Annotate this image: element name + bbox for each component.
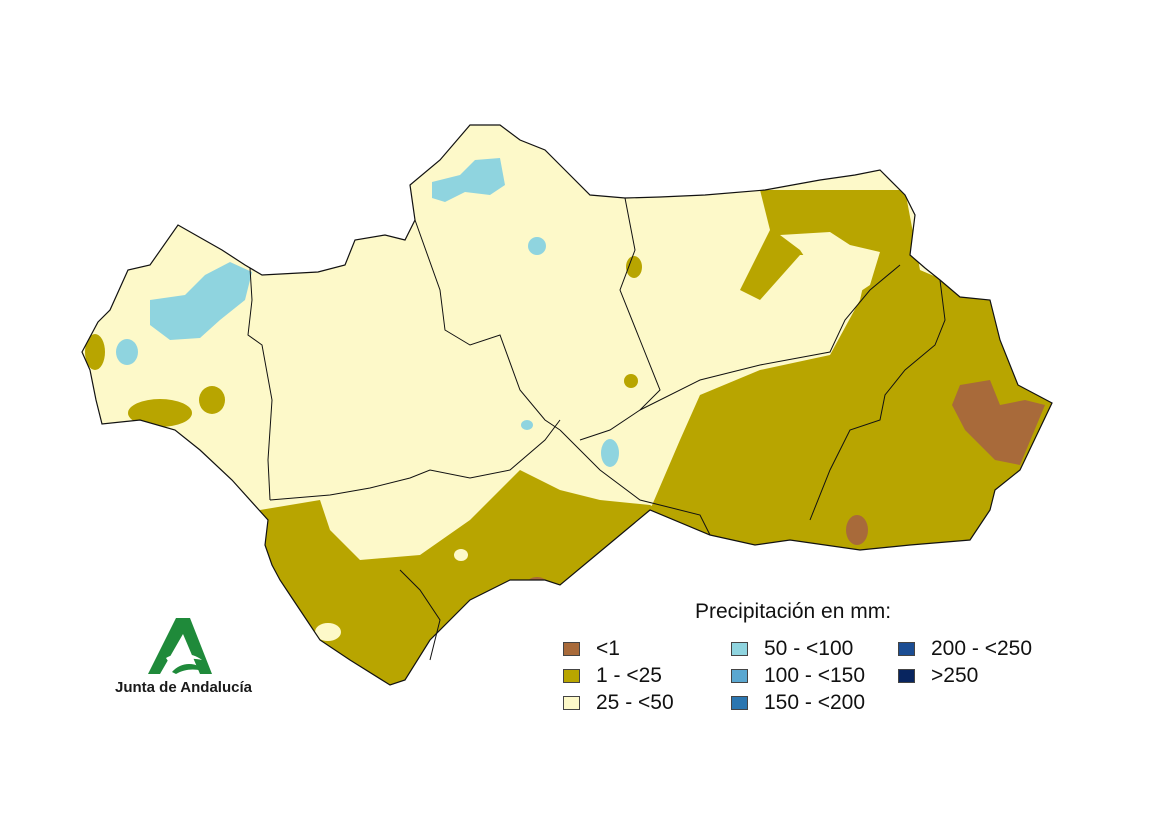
legend-item: <1 — [563, 637, 620, 661]
legend-swatch — [563, 642, 580, 656]
wet-patch-center — [521, 420, 533, 430]
very-dry-patch-malaga — [528, 577, 546, 587]
wet-patch-west — [116, 339, 138, 365]
dry-patch-center — [624, 374, 638, 388]
dry-patch-west-2 — [199, 386, 225, 414]
legend-item: 100 - <150 — [731, 664, 865, 688]
legend-swatch — [563, 696, 580, 710]
wet-patch-cordoba — [528, 237, 546, 255]
moist-patch-south-1 — [454, 549, 468, 561]
wet-patch-granada — [601, 439, 619, 467]
legend-label: 50 - <100 — [764, 637, 853, 661]
legend-swatch — [731, 696, 748, 710]
legend-swatch — [898, 642, 915, 656]
legend-item: 25 - <50 — [563, 691, 674, 715]
logo-text: Junta de Andalucía — [115, 679, 252, 696]
legend-item: 1 - <25 — [563, 664, 662, 688]
legend-label: >250 — [931, 664, 978, 688]
legend-swatch — [731, 669, 748, 683]
legend-item: 50 - <100 — [731, 637, 853, 661]
legend-label: 200 - <250 — [931, 637, 1032, 661]
legend-label: 150 - <200 — [764, 691, 865, 715]
legend-swatch — [563, 669, 580, 683]
legend-item: >250 — [898, 664, 978, 688]
very-dry-patch-coast — [846, 515, 868, 545]
legend-item: 150 - <200 — [731, 691, 865, 715]
legend-swatch — [898, 669, 915, 683]
legend-item: 200 - <250 — [898, 637, 1032, 661]
legend-swatch — [731, 642, 748, 656]
legend-label: 25 - <50 — [596, 691, 674, 715]
legend-label: 1 - <25 — [596, 664, 662, 688]
legend-title: Precipitación en mm: — [695, 600, 891, 624]
legend-label: 100 - <150 — [764, 664, 865, 688]
legend-label: <1 — [596, 637, 620, 661]
dry-patch-west-1 — [128, 399, 192, 427]
